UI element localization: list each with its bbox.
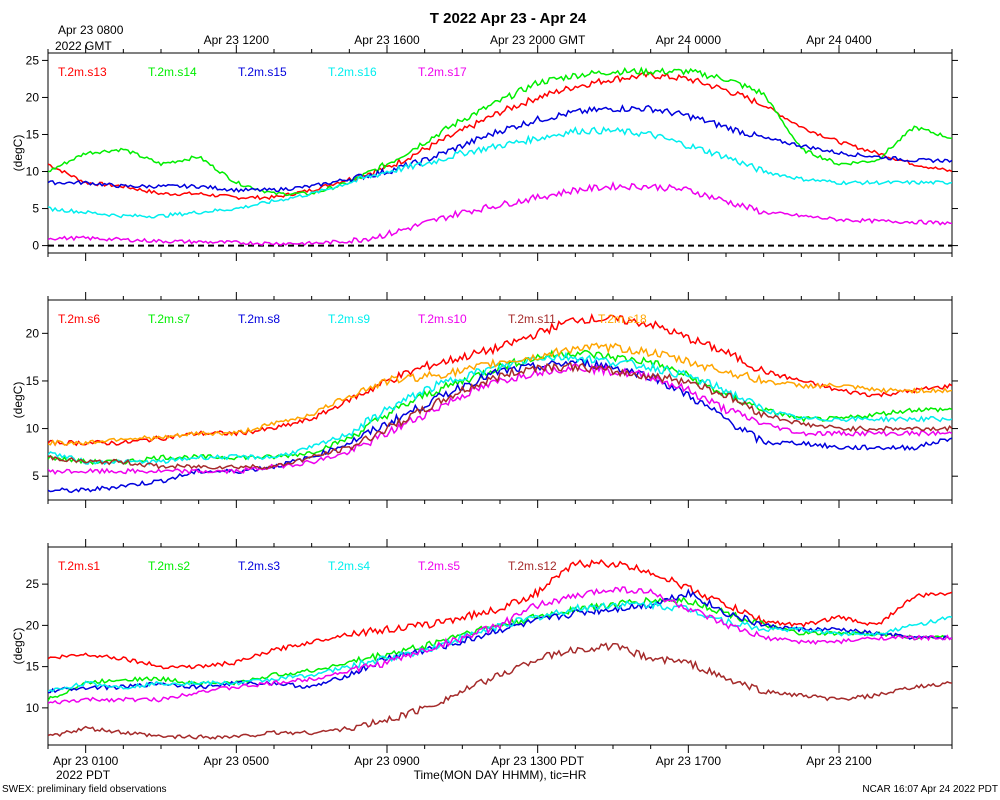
- legend-entry-T.2m.s9: T.2m.s9: [328, 312, 370, 326]
- y-tick-label: 20: [26, 326, 40, 340]
- legend-entry-T.2m.s4: T.2m.s4: [328, 559, 370, 573]
- y-tick-label: 5: [32, 469, 39, 483]
- legend-entry-T.2m.s8: T.2m.s8: [238, 312, 280, 326]
- series-line-T.2m.s15: [48, 104, 952, 193]
- bottom-axis-tick-label: Apr 23 0100: [53, 754, 119, 768]
- y-tick-label: 25: [26, 53, 40, 67]
- top-axis-tick-label: Apr 23 1600: [354, 33, 420, 47]
- series-line-T.2m.s9: [48, 351, 952, 466]
- panel-frame: [47, 546, 953, 746]
- y-axis-label: (degC): [11, 135, 25, 172]
- series-line-T.2m.s10: [48, 363, 952, 475]
- panel-2: 5 10 15 20 (degC) T.2m.s6 T.2m.s7 T.2m.s8 T.2m.s…: [11, 292, 958, 508]
- y-tick-label: 15: [26, 660, 40, 674]
- y-tick-label: 10: [26, 165, 40, 179]
- legend-entry-T.2m.s6: T.2m.s6: [58, 312, 100, 326]
- series-line-T.2m.s14: [48, 66, 952, 197]
- series-line-T.2m.s3: [48, 588, 952, 694]
- series-line-T.2m.s16: [48, 126, 952, 219]
- footer-timestamp: NCAR 16:07 Apr 24 2022 PDT: [862, 784, 998, 795]
- legend-entry-T.2m.s1: T.2m.s1: [58, 559, 100, 573]
- y-axis-label: (degC): [11, 628, 25, 665]
- series-line-T.2m.s4: [48, 599, 952, 693]
- legend-entry-T.2m.s12: T.2m.s12: [508, 559, 557, 573]
- y-tick-label: 10: [26, 422, 40, 436]
- bottom-axis-tick-label: Apr 23 0900: [354, 754, 420, 768]
- panel-1: 0 5 10 15 20 25 (degC) T.2m.s13 T.2m.s14 T.2m.s15…: [11, 45, 958, 261]
- y-tick-label: 25: [26, 577, 40, 591]
- legend-entry-T.2m.s5: T.2m.s5: [418, 559, 460, 573]
- panel-3: 10 15 20 25 (degC) T.2m.s1 T.2m.s2 T.2m.s3 T.2m.…: [11, 539, 958, 753]
- top-axis-tick-label: Apr 24 0400: [806, 33, 872, 47]
- bottom-axis-tick-label: Apr 23 2100: [806, 754, 872, 768]
- top-axis-first-label-line1: Apr 23 0800: [58, 23, 124, 37]
- legend-entry-T.2m.s18: T.2m.s18: [598, 312, 647, 326]
- y-tick-label: 10: [26, 701, 40, 715]
- y-tick-label: 5: [32, 202, 39, 216]
- series-line-T.2m.s13: [48, 71, 952, 201]
- legend-entry-T.2m.s15: T.2m.s15: [238, 65, 287, 79]
- legend-entry-T.2m.s11: T.2m.s11: [508, 312, 556, 326]
- legend-entry-T.2m.s10: T.2m.s10: [418, 312, 467, 326]
- legend-entry-T.2m.s7: T.2m.s7: [148, 312, 190, 326]
- y-tick-label: 0: [32, 239, 39, 253]
- series-line-T.2m.s12: [48, 642, 952, 740]
- bottom-axis-tick-label: Apr 23 1700: [656, 754, 722, 768]
- y-tick-label: 15: [26, 127, 40, 141]
- legend-entry-T.2m.s13: T.2m.s13: [58, 65, 107, 79]
- bottom-axis-year-label: 2022 PDT: [56, 768, 111, 782]
- footer-source-note: SWEX: preliminary field observations: [2, 784, 167, 795]
- bottom-axis-tick-label: Apr 23 1300 PDT: [491, 754, 584, 768]
- series-line-T.2m.s11: [48, 362, 952, 470]
- legend-entry-T.2m.s2: T.2m.s2: [148, 559, 190, 573]
- legend-entry-T.2m.s17: T.2m.s17: [418, 65, 467, 79]
- series-line-T.2m.s1: [48, 559, 952, 670]
- top-axis-tick-label: Apr 24 0000: [656, 33, 722, 47]
- figure-title: T 2022 Apr 23 - Apr 24: [430, 10, 587, 27]
- x-axis-title: Time(MON DAY HHMM), tic=HR: [414, 768, 587, 782]
- top-axis-first-label-line2: 2022 GMT: [55, 39, 112, 53]
- series-line-T.2m.s5: [48, 586, 952, 705]
- legend-entry-T.2m.s3: T.2m.s3: [238, 559, 280, 573]
- series-line-T.2m.s17: [48, 180, 952, 246]
- y-axis-label: (degC): [11, 382, 25, 419]
- y-tick-label: 20: [26, 90, 40, 104]
- y-tick-label: 15: [26, 374, 40, 388]
- legend-entry-T.2m.s14: T.2m.s14: [148, 65, 197, 79]
- top-axis-tick-label: Apr 23 1200: [204, 33, 270, 47]
- series-line-T.2m.s18: [48, 342, 952, 447]
- bottom-axis-tick-label: Apr 23 0500: [204, 754, 270, 768]
- panel-frame: [47, 52, 953, 254]
- y-tick-label: 20: [26, 618, 40, 632]
- legend-entry-T.2m.s16: T.2m.s16: [328, 65, 377, 79]
- top-axis-tick-label: Apr 23 2000 GMT: [490, 33, 586, 47]
